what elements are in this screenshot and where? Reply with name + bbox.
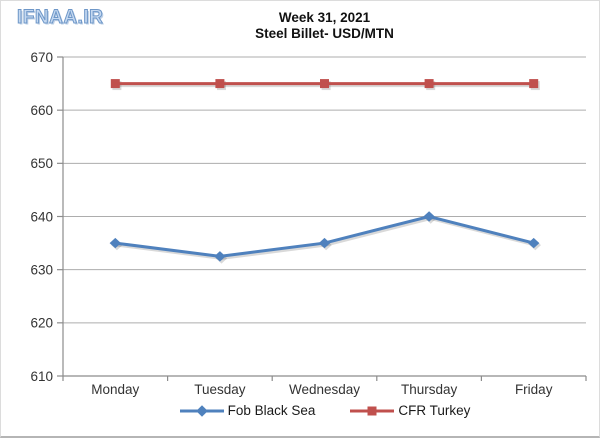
data-point-square	[529, 79, 539, 89]
data-point-diamond	[214, 251, 226, 262]
chart-legend: Fob Black Sea CFR Turkey	[63, 403, 586, 418]
x-tick-label: Monday	[91, 382, 139, 397]
x-tick-label: Friday	[515, 382, 553, 397]
data-point-square	[320, 79, 329, 89]
cfr-turkey-line-marker-icon	[350, 406, 395, 415]
chart-subtitle: Steel Billet- USD/MTN	[255, 26, 394, 41]
data-point-diamond	[109, 237, 121, 249]
site-logo: IFNAA.IR	[16, 7, 104, 29]
y-tick-label: 660	[30, 103, 53, 118]
y-tick-label: 620	[30, 316, 53, 331]
y-tick-label: 670	[30, 50, 53, 65]
x-tick-label: Wednesday	[289, 382, 360, 397]
series-line	[115, 214, 535, 258]
data-point-diamond	[318, 237, 331, 249]
y-tick-label: 630	[30, 262, 53, 277]
y-tick-label: 640	[30, 209, 53, 224]
x-tick-label: Thursday	[401, 382, 458, 397]
data-point-diamond	[423, 211, 435, 222]
y-tick-label: 610	[30, 369, 53, 384]
legend-label-fob-black-sea: Fob Black Sea	[227, 403, 316, 418]
data-point-diamond	[528, 237, 540, 249]
data-point-square	[215, 79, 225, 89]
y-tick-label: 650	[30, 156, 53, 171]
legend-label-cfr-turkey: CFR Turkey	[398, 403, 471, 418]
data-point-square	[110, 79, 120, 89]
chart-title-block: Week 31, 2021 Steel Billet- USD/MTN	[63, 10, 586, 42]
data-point-square	[424, 79, 434, 89]
fob-black-sea-line-marker-icon	[179, 404, 224, 417]
x-tick-label: Tuesday	[194, 382, 246, 397]
legend-item-cfr-turkey: CFR Turkey	[349, 403, 470, 418]
legend-item-fob-black-sea: Fob Black Sea	[179, 403, 316, 418]
chart-title: Week 31, 2021	[278, 10, 371, 25]
